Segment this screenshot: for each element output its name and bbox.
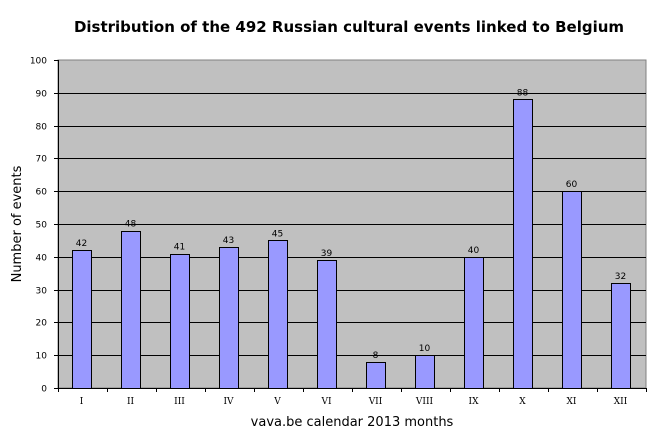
data-label: 40	[468, 246, 480, 256]
x-tick-label: VIII	[415, 397, 434, 407]
x-tick-label: IX	[469, 397, 480, 407]
y-tick-label: 100	[30, 57, 47, 67]
x-tick-label: I	[80, 397, 84, 407]
bar	[268, 240, 288, 389]
data-label: 48	[125, 220, 137, 230]
bar	[562, 191, 582, 389]
bar	[513, 99, 533, 389]
x-tick-label: IV	[223, 397, 234, 407]
y-tick-label: 20	[36, 319, 48, 329]
y-tick-label: 30	[36, 287, 48, 297]
y-tick-label: 40	[36, 254, 48, 264]
data-label: 10	[419, 344, 431, 354]
bar	[121, 231, 141, 389]
x-axis: I II III IV V VI VII VIII IX X XI XII	[58, 388, 647, 407]
y-axis-label: Number of events	[10, 165, 25, 282]
bar	[72, 250, 92, 389]
bar	[219, 247, 239, 389]
data-label: 88	[517, 88, 529, 98]
y-tick-label: 60	[36, 188, 48, 198]
x-tick-label: X	[519, 397, 526, 407]
data-label: 42	[76, 239, 87, 249]
data-label: 8	[373, 351, 379, 361]
bar	[317, 260, 337, 389]
bars: 42 48 41 43 45 39 8 10 40 88 60 32	[72, 88, 631, 389]
y-tick-label: 10	[36, 352, 48, 362]
x-tick-label: VII	[368, 397, 383, 407]
y-axis: 0 10 20 30 40 50 60 70 80 90 100	[30, 57, 59, 395]
x-tick-label: XII	[614, 397, 628, 407]
data-label: 45	[272, 229, 283, 239]
y-tick-label: 0	[41, 385, 47, 395]
y-tick-label: 70	[36, 155, 48, 165]
bar	[366, 362, 386, 389]
bar	[611, 283, 631, 389]
y-tick-label: 90	[36, 90, 48, 100]
x-tick-label: XI	[567, 397, 577, 407]
bar	[170, 254, 190, 389]
x-axis-label: vava.be calendar 2013 months	[251, 415, 454, 430]
data-label: 41	[174, 243, 185, 253]
bar	[464, 257, 484, 389]
x-tick-label: V	[273, 397, 281, 407]
x-tick-label: II	[127, 397, 135, 407]
data-label: 39	[321, 249, 333, 259]
y-tick-label: 50	[36, 221, 48, 231]
data-label: 60	[566, 180, 578, 190]
x-tick-label: III	[174, 397, 185, 407]
data-label: 32	[615, 272, 626, 282]
data-label: 43	[223, 236, 234, 246]
x-tick-label: VI	[320, 397, 331, 407]
y-tick-label: 80	[36, 123, 48, 133]
bar	[415, 355, 435, 389]
chart-title: Distribution of the 492 Russian cultural…	[74, 18, 624, 36]
gridlines	[58, 93, 646, 356]
